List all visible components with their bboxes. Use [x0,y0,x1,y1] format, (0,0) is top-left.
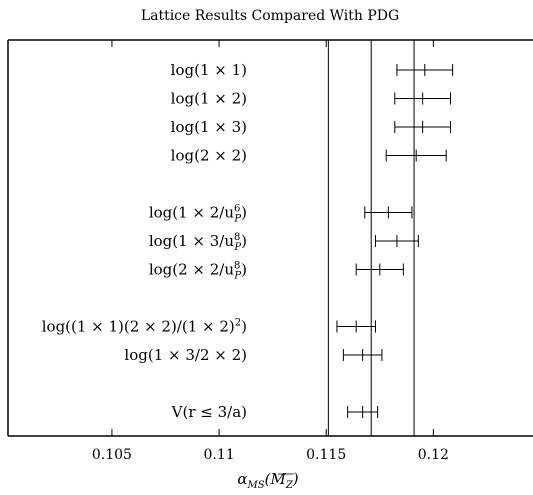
data-row: log(1 × 3) [171,118,451,136]
plot-frame [7,39,533,437]
data-row: log(2 × 2) [171,147,447,165]
row-label: log(2 × 2/u8 P) [149,261,247,282]
x-axis-label: αMS(MZ) [237,470,298,491]
x-ticks: 0.105 0.11 0.115 0.12 [92,40,449,463]
data-row: log(2 × 2/u8 P) [149,261,404,282]
row-label: log(2 × 2) [171,147,247,165]
row-label: log((1 × 1)(2 × 2)/(1 × 2)2) [42,318,247,336]
chart-title: Lattice Results Compared With PDG [141,8,399,24]
row-label: log(1 × 2) [171,90,247,108]
row-label: log(1 × 1) [171,61,247,79]
data-row: log(1 × 2/u6 P) [149,204,413,225]
row-label: V(r ≤ 3/a) [171,403,247,421]
data-row: log(1 × 1) [171,61,454,79]
row-label: log(1 × 3) [171,118,247,136]
data-row: log(1 × 3/2 × 2) [124,346,383,364]
vertical-lines [327,40,415,436]
x-tick-label: 0.11 [203,447,234,463]
data-row: log(1 × 3/u8 P) [149,232,419,253]
row-label: log(1 × 2/u6 P) [149,204,247,225]
row-label: log(1 × 3/2 × 2) [124,346,247,364]
data-row: V(r ≤ 3/a) [171,403,379,421]
x-tick-label: 0.105 [92,447,132,463]
row-label: log(1 × 3/u8 P) [149,232,247,253]
data-row: log(1 × 2) [171,90,451,108]
data-rows: log(1 × 1) log(1 × 2) log(1 × 3) log(2 × 2)… [42,61,454,421]
x-tick-label: 0.12 [418,447,449,463]
x-tick-label: 0.115 [306,447,346,463]
data-row: log((1 × 1)(2 × 2)/(1 × 2)2) [42,318,376,336]
